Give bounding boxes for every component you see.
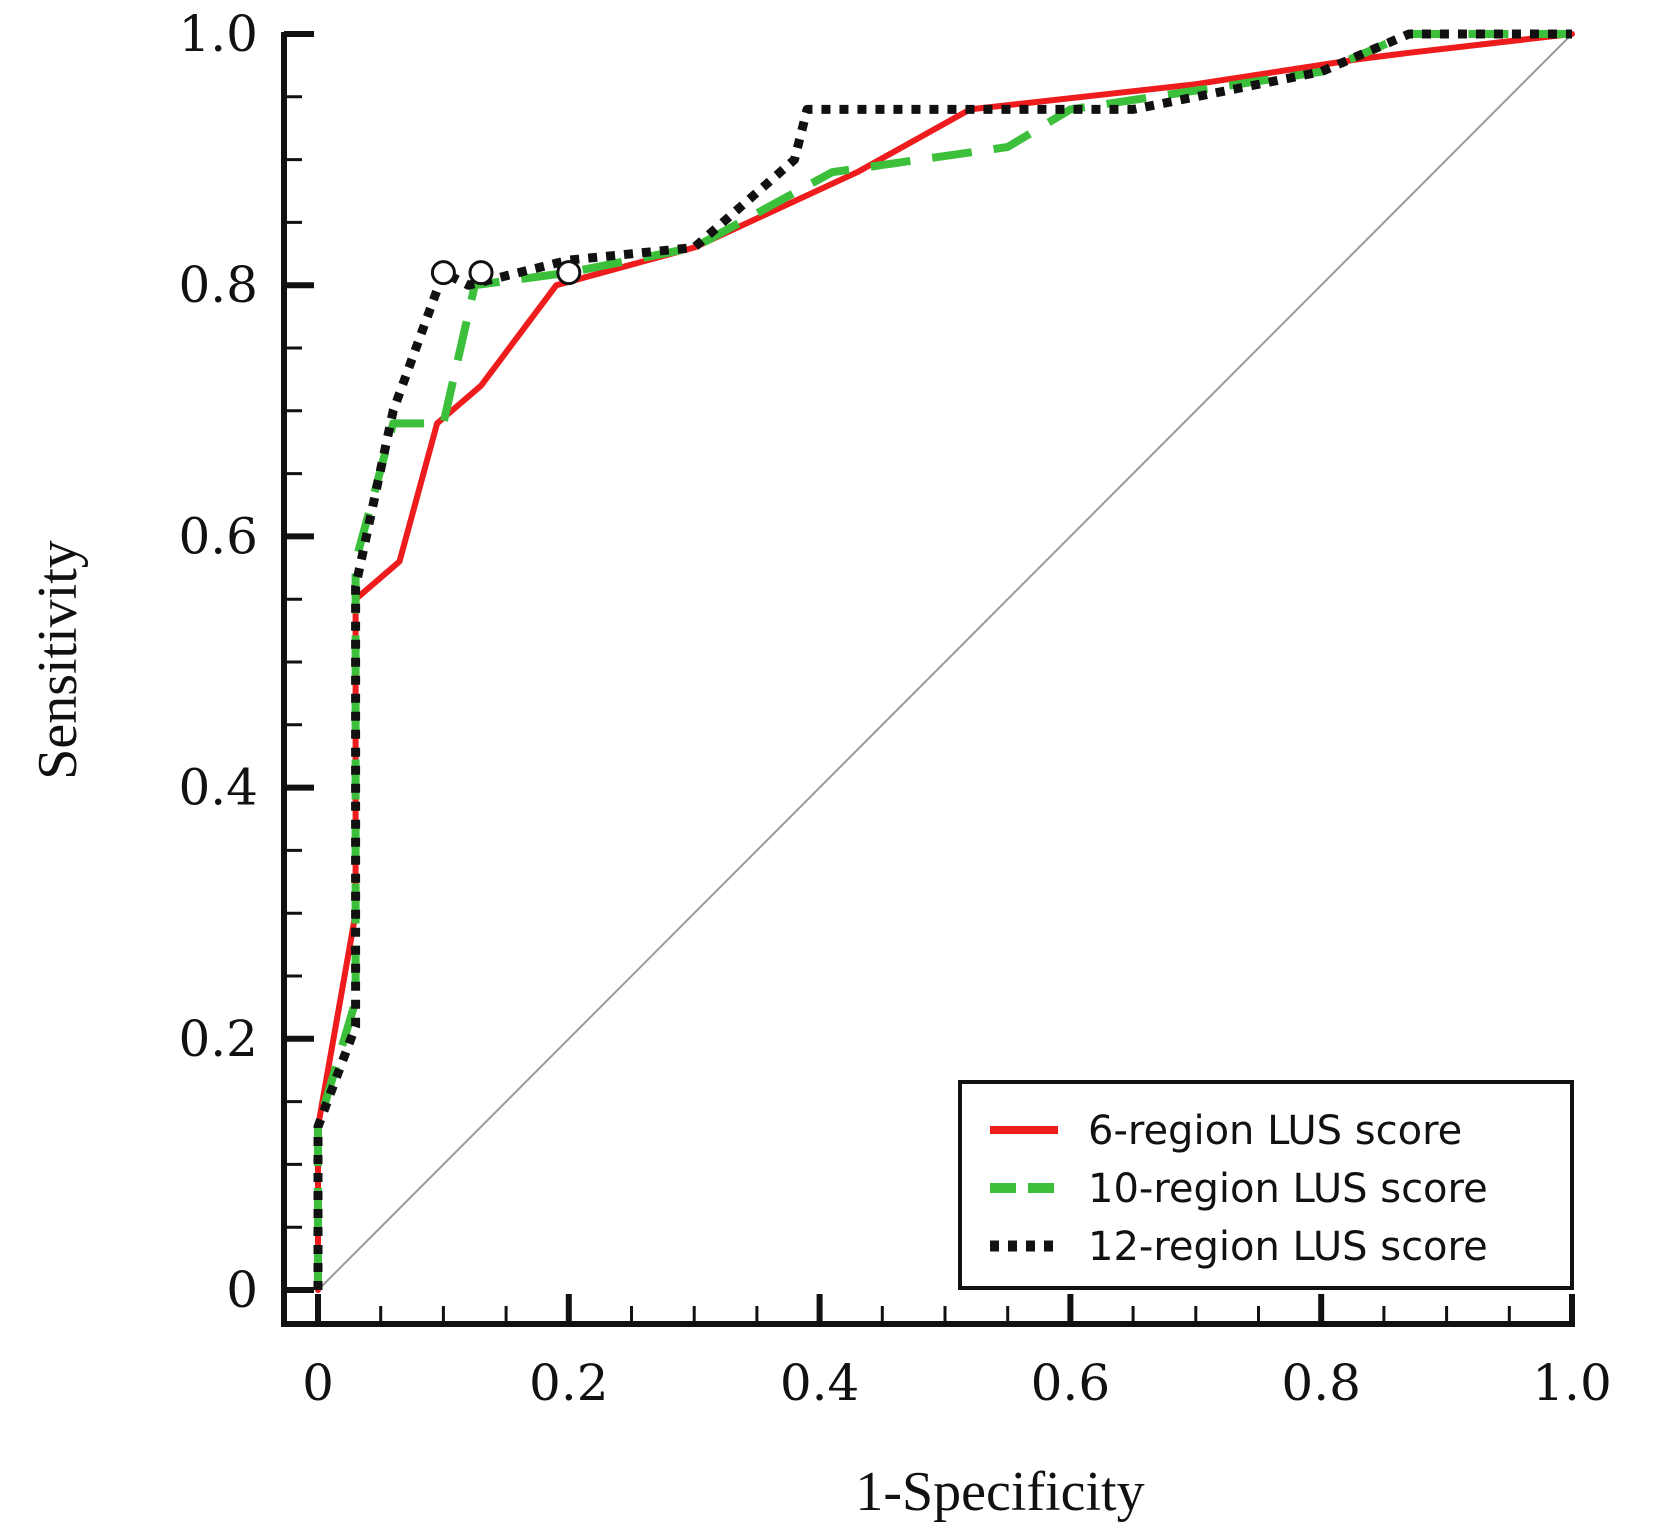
series-line-3 (313, 29, 1572, 1290)
chance-diagonal-line (317, 33, 1573, 1291)
series-layer (313, 29, 1575, 1293)
x-tick-label: 0 (302, 1354, 334, 1412)
y-tick-label: 1.0 (178, 5, 258, 63)
legend-label-3: 12-region LUS score (1088, 1224, 1488, 1270)
tick-labels: 0 0.2 0.4 0.6 0.8 1.0 0 0.2 0.4 0.6 0.8 1.0 (178, 5, 1611, 1412)
tick-marks (284, 31, 1575, 1324)
reference-line-layer (317, 33, 1573, 1291)
y-tick-label: 0.8 (178, 256, 258, 314)
y-axis-title: Sensitivity (27, 540, 89, 780)
optimal-point-markers (430, 260, 582, 286)
x-axis-title: 1-Specificity (855, 1461, 1144, 1523)
y-tick-label: 0.4 (178, 759, 258, 817)
x-tick-label: 0.2 (529, 1354, 609, 1412)
x-tick-label: 1.0 (1532, 1354, 1612, 1412)
axes (281, 32, 1575, 1327)
legend: 6-region LUS score 10-region LUS score 12-… (958, 1080, 1574, 1290)
y-tick-label: 0 (226, 1261, 258, 1319)
optimal-point-marker-2 (468, 260, 494, 286)
legend-box (958, 1080, 1574, 1290)
x-tick-label: 0.4 (780, 1354, 860, 1412)
legend-label-1: 6-region LUS score (1088, 1108, 1462, 1154)
optimal-point-marker-1 (430, 260, 456, 286)
y-tick-label: 0.6 (178, 507, 258, 565)
optimal-point-marker-3 (556, 260, 582, 286)
legend-label-2: 10-region LUS score (1088, 1166, 1488, 1212)
x-tick-label: 0.6 (1031, 1354, 1111, 1412)
y-tick-label: 0.2 (178, 1010, 258, 1068)
x-tick-label: 0.8 (1281, 1354, 1361, 1412)
